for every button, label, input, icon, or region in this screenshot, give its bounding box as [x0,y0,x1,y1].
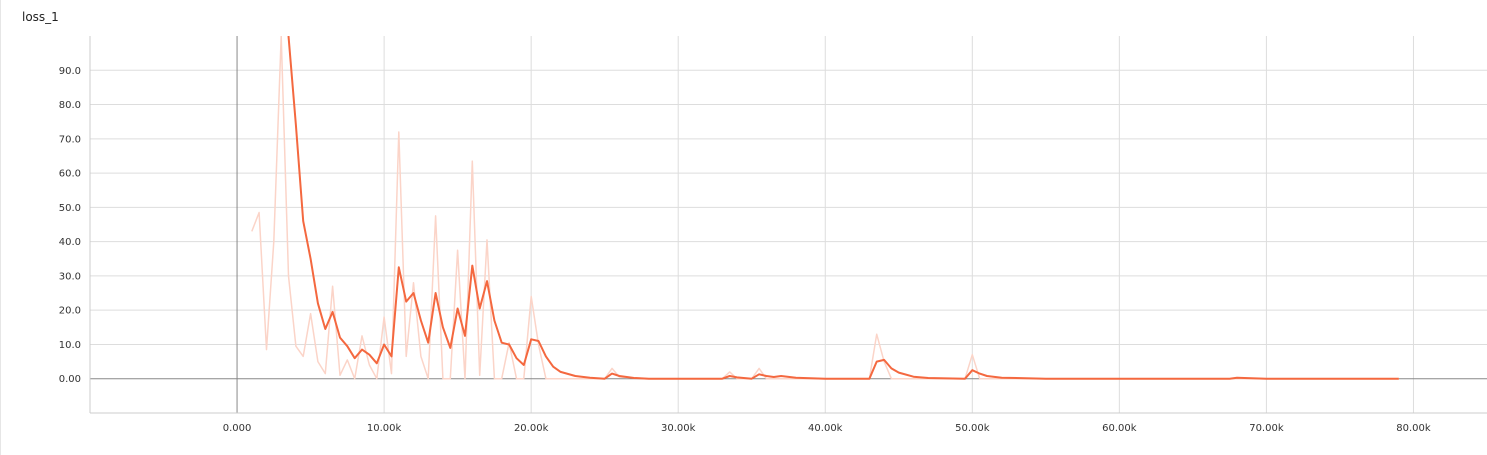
y-tick-label: 50.0 [59,203,81,214]
x-tick-label: 80.00k [1396,423,1431,434]
grid-lines [90,36,1487,413]
raw-series-line [251,36,1399,380]
y-tick-label: 40.0 [59,237,81,248]
y-tick-label: 20.0 [59,306,81,317]
y-tick-label: 30.0 [59,271,81,282]
loss-chart[interactable]: 0.000 10.00k 20.00k 30.00k 40.00k 50.00k 60.00… [0,0,1487,436]
y-tick-label: 80.0 [59,100,81,111]
tick-labels: 0.000 10.00k 20.00k 30.00k 40.00k 50.00k 60.00… [59,66,1431,434]
x-tick-label: 70.00k [1249,423,1284,434]
x-tick-label: 60.00k [1102,423,1137,434]
x-tick-label: 40.00k [808,423,843,434]
y-tick-label: 10.0 [59,340,81,351]
x-tick-label: 30.00k [661,423,696,434]
x-tick-label: 0.000 [223,423,252,434]
card-left-border [0,0,1,455]
y-tick-label: 90.0 [59,66,81,77]
x-tick-label: 20.00k [514,423,549,434]
y-tick-label: 70.0 [59,134,81,145]
x-tick-label: 50.00k [955,423,990,434]
series-lines [251,36,1399,380]
x-tick-label: 10.00k [367,423,402,434]
chart-title: loss_1 [22,10,59,24]
y-tick-label: 60.0 [59,169,81,180]
smoothed-series-line [287,36,1399,380]
y-tick-label: 0.00 [59,374,81,385]
axes [89,36,1487,414]
